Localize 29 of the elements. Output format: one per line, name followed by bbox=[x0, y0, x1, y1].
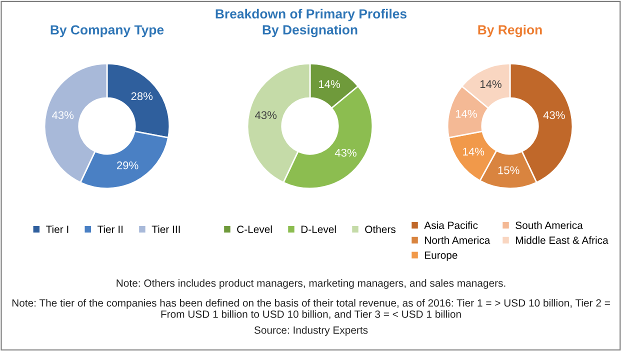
legend-label: Tier III bbox=[152, 225, 180, 234]
legend-label: Middle East & Africa bbox=[516, 236, 608, 244]
chart-subtitle: By Company Type bbox=[50, 25, 164, 38]
data-label: 43% bbox=[254, 111, 277, 120]
legend-label: D-Level bbox=[301, 225, 336, 234]
legend-label: Others bbox=[365, 225, 396, 234]
text: Note: Others includes product managers, marketing managers, and sales managers. bbox=[116, 279, 506, 289]
data-label: 43% bbox=[543, 111, 565, 120]
data-label: 14% bbox=[318, 80, 340, 88]
data-label: 14% bbox=[456, 110, 477, 118]
chart-subtitle: By Region bbox=[478, 24, 542, 38]
data-label: 28% bbox=[131, 92, 153, 100]
legend-label: North America bbox=[425, 236, 490, 244]
legend-label: Europe bbox=[425, 252, 458, 261]
source-note: Source: Industry Experts bbox=[254, 326, 368, 336]
data-label: 43% bbox=[334, 148, 356, 157]
text: Note: The tier of the companies has been defined on the basis of their total revenue, as of 2016: Tier 1 = > USD 10 billion, Tier 2 = From USD 1 billion to USD 10 billion, and Tier 3 = < USD 1 billion bbox=[12, 299, 610, 320]
data-label: 15% bbox=[498, 166, 520, 174]
data-label: 43% bbox=[52, 111, 74, 120]
chart-title: Breakdown of Primary Profiles bbox=[216, 8, 407, 22]
chart-subtitle: By Designation bbox=[262, 24, 358, 38]
legend-label: C-Level bbox=[237, 225, 272, 234]
legend-label: Tier II bbox=[97, 225, 123, 234]
data-label: 29% bbox=[116, 161, 138, 170]
legend-label: Asia Pacific bbox=[424, 221, 478, 230]
legend-label: South America bbox=[516, 221, 583, 230]
data-label: 14% bbox=[480, 80, 502, 88]
data-label: 14% bbox=[463, 148, 484, 156]
legend-label: Tier I bbox=[46, 225, 68, 234]
